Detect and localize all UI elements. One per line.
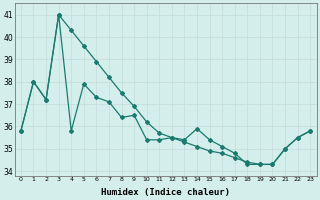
X-axis label: Humidex (Indice chaleur): Humidex (Indice chaleur) [101,188,230,197]
